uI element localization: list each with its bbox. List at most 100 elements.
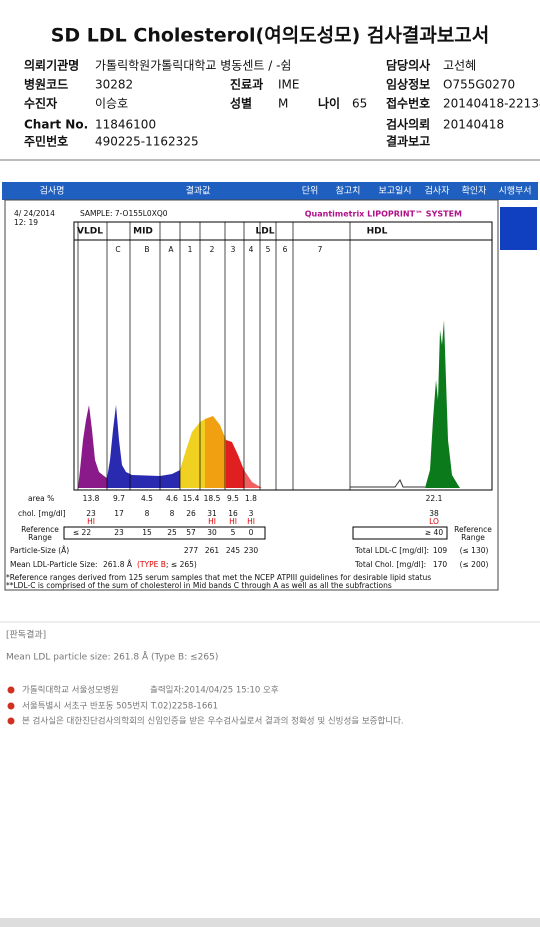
chol-value: 16 (228, 509, 238, 518)
ldl3-peak (226, 440, 244, 488)
row-label: area % (28, 494, 54, 503)
info-value: 20140418 (443, 118, 504, 132)
particle-size: 230 (244, 546, 259, 555)
column-header: 결과값 (186, 185, 211, 197)
info-value: 20140418-22134 (443, 97, 540, 111)
band-label: 5 (266, 245, 271, 254)
side-block (500, 207, 537, 250)
chol-value: 23 (86, 509, 96, 518)
total-value: 109 (433, 546, 448, 555)
reference-value: 0 (249, 528, 254, 537)
reference-value: ≥ 40 (425, 528, 443, 537)
band-group: HDL (367, 227, 388, 237)
chol-value: 26 (186, 509, 196, 518)
band-label: C (115, 245, 120, 254)
footer-text: 서울특별시 서초구 반포동 505번지 T.02)2258-1661 (22, 701, 218, 712)
reference-box-right (352, 526, 448, 540)
column-header: 보고일시 (378, 186, 411, 197)
area-value: 22.1 (426, 494, 443, 503)
plot-box (73, 221, 493, 491)
info-label: 수진자 (24, 96, 57, 111)
band-label: 1 (188, 245, 193, 254)
sample-id: SAMPLE: 7-O155L0XQ0 (80, 209, 168, 218)
info-value: 11846100 (95, 118, 156, 132)
band-label: 3 (231, 245, 236, 254)
band-group: VLDL (77, 227, 103, 237)
print-date: 4/ 24/2014 (14, 209, 55, 218)
info-label: 검사의뢰 (386, 117, 430, 132)
band-label: 6 (283, 245, 288, 254)
column-header: 단위 (302, 186, 319, 197)
area-value: 4.5 (141, 494, 153, 503)
particle-size: 277 (184, 546, 199, 555)
footnote: *Reference ranges derived from 125 serum… (6, 573, 431, 582)
reference-value: 15 (142, 528, 152, 537)
hdl-peak (425, 320, 460, 488)
total-value: 170 (433, 560, 448, 569)
chol-value: 3 (249, 509, 254, 518)
info-value: 이승호 (95, 97, 128, 111)
area-value: 9.7 (113, 494, 125, 503)
chol-value: 17 (114, 509, 124, 518)
row-label: Reference (454, 525, 492, 534)
info-label: 의뢰기관명 (24, 58, 79, 73)
info-value: 30282 (95, 78, 133, 92)
reference-value: 57 (186, 528, 196, 537)
info-value: O755G0270 (443, 78, 515, 92)
reference-value: ≤ 22 (73, 528, 91, 537)
bullet (7, 702, 15, 710)
info-value: 고선혜 (443, 59, 476, 73)
section-heading: [판독결과] (6, 630, 46, 641)
chol-value: 8 (145, 509, 150, 518)
area-value: 9.5 (227, 494, 239, 503)
info-value: IME (278, 78, 299, 92)
mid-peak (107, 405, 180, 488)
column-header: 검사자 (425, 185, 451, 197)
baseline-noise (350, 478, 425, 488)
area-value: 18.5 (204, 494, 221, 503)
bullet (7, 717, 15, 725)
info-label: 주민번호 (24, 134, 68, 149)
vldl-peak (78, 405, 107, 488)
info-value: M (278, 97, 288, 111)
info-label: 담당의사 (386, 58, 430, 73)
total-ref: (≤ 200) (460, 560, 489, 569)
column-header: 참고치 (336, 185, 361, 197)
chol-flag: HI (229, 517, 237, 526)
particle-size: 245 (226, 546, 241, 555)
reference-value: 23 (114, 528, 124, 537)
bullet (7, 686, 15, 694)
info-label: 병원코드 (24, 77, 68, 92)
chol-flag: HI (247, 517, 255, 526)
particle-size: 261 (205, 546, 220, 555)
band-label: 7 (318, 245, 323, 254)
info-label: 성별 (230, 96, 252, 111)
mean-label: Mean LDL-Particle Size: (10, 560, 98, 569)
row-label: Particle-Size (Å) (10, 546, 69, 555)
mean-value: 261.8 Å (103, 560, 133, 569)
print-time: 12: 19 (14, 218, 38, 227)
band-group: MID (133, 227, 153, 237)
ldl2-peak (205, 416, 226, 488)
chol-value: 38 (429, 509, 439, 518)
footer-text: 출력일자:2014/04/25 15:10 오후 (150, 685, 279, 696)
row-label: chol. [mg/dl] (18, 509, 66, 518)
footer-text: 본 검사실은 대한진단검사의학회의 신임인증을 받은 우수검사실로서 결과의 정… (22, 716, 404, 727)
info-label: 나이 (318, 96, 340, 111)
area-value: 4.6 (166, 494, 178, 503)
total-label: Total LDL-C [mg/dl]: (354, 546, 429, 555)
chol-flag: HI (87, 517, 95, 526)
interpretation-text: Mean LDL particle size: 261.8 Å (Type B:… (6, 651, 218, 663)
band-label: A (168, 245, 174, 254)
info-label: 임상정보 (386, 77, 430, 92)
total-label: Total Chol. [mg/dl]: (354, 560, 426, 569)
area-value: 13.8 (83, 494, 100, 503)
chol-flag: HI (208, 517, 216, 526)
chol-value: 8 (170, 509, 175, 518)
info-value: 65 (352, 97, 367, 111)
system-name: Quantimetrix LIPOPRINT™ SYSTEM (305, 210, 462, 219)
info-label: 결과보고 (386, 134, 430, 149)
table-header-bar (2, 182, 538, 200)
row-label: Reference (21, 525, 59, 534)
chol-value: 31 (207, 509, 217, 518)
